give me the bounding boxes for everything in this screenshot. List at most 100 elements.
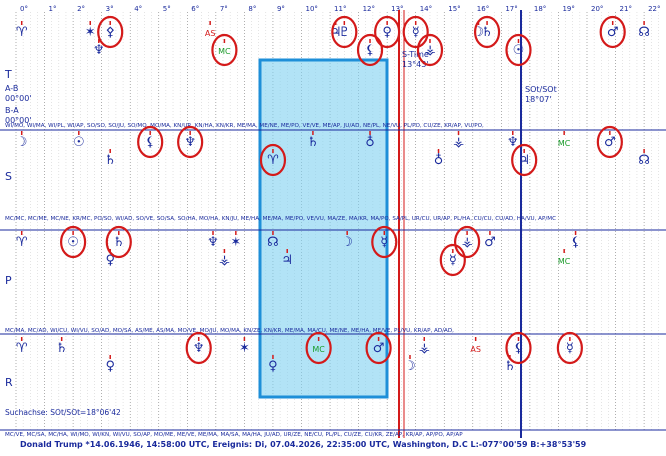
planet-glyph-sun[interactable]: ☉: [73, 135, 85, 150]
planet-glyph-mc[interactable]: MC: [312, 345, 325, 354]
highlight-circle: [416, 33, 444, 67]
planet-glyph-hades[interactable]: ✶: [85, 25, 96, 40]
ab-label: A-B: [5, 84, 18, 93]
highlight-circle: [59, 225, 87, 259]
planet-glyph-saturn[interactable]: ♄: [113, 235, 125, 250]
footer-pairs: MC/VE, MC/SA, MC/HA, WI/MO, WI/KN, WI/VU…: [5, 432, 463, 438]
planet-glyph-moon[interactable]: ☽: [404, 359, 416, 374]
sot-value: 18°07': [525, 95, 552, 104]
planet-glyph-pluto[interactable]: ♇: [338, 25, 350, 40]
planet-glyph-mercury[interactable]: ☿: [449, 253, 457, 268]
planet-glyph-vulkanus[interactable]: ⚸: [571, 235, 581, 250]
planet-glyph-aries[interactable]: ♈: [16, 341, 28, 356]
planet-glyph-saturn[interactable]: ♄: [56, 341, 68, 356]
planet-glyph-moon[interactable]: ☽: [473, 25, 485, 40]
pair-row-s: MC/MC, MC/ME, MC/NE, KR/MC, PO/SO, WI/AD…: [5, 216, 556, 222]
highlight-circle: [137, 125, 164, 159]
planet-glyph-zeus[interactable]: ⚶: [419, 341, 430, 356]
planet-glyph-venus[interactable]: ♀: [105, 359, 115, 374]
planet-glyph-neptune[interactable]: ♆: [193, 341, 205, 356]
degree-tick-label: 2°: [77, 5, 85, 13]
planet-glyph-neptune[interactable]: ♆: [93, 43, 105, 58]
planet-glyph-as[interactable]: AS: [470, 345, 481, 354]
planet-glyph-neptune[interactable]: ♆: [207, 235, 219, 250]
section-label-t: T: [4, 68, 12, 81]
planet-glyph-mc[interactable]: MC: [558, 257, 571, 266]
highlight-circle: [453, 225, 481, 259]
planet-glyph-jupiter[interactable]: ♃: [518, 153, 530, 168]
planet-glyph-neptune[interactable]: ♆: [507, 135, 519, 150]
planet-glyph-venus[interactable]: ♀: [268, 359, 278, 374]
planet-glyph-venus[interactable]: ♀: [105, 253, 115, 268]
pair-row-t: WI/MO, WI/MA, WI/PL, WI/AP, SO/SO, SO/JU…: [5, 123, 484, 129]
planet-glyph-node[interactable]: ☊: [638, 25, 650, 40]
degree-tick-label: 9°: [277, 5, 285, 13]
planet-glyph-vulkanus[interactable]: ⚸: [145, 135, 155, 150]
degree-tick-label: 6°: [191, 5, 199, 13]
planet-glyph-zeus[interactable]: ⚶: [424, 43, 435, 58]
degree-tick-label: 7°: [220, 5, 228, 13]
planet-glyph-aries[interactable]: ♈: [16, 235, 28, 250]
degree-tick-label: 3°: [106, 5, 114, 13]
planet-glyph-saturn[interactable]: ♄: [104, 153, 116, 168]
highlight-circle: [185, 331, 212, 365]
planet-glyph-saturn[interactable]: ♄: [481, 25, 493, 40]
planet-glyph-mercury[interactable]: ☿: [412, 25, 420, 40]
highlight-circle: [97, 15, 124, 49]
planet-glyph-zeus[interactable]: ⚶: [453, 135, 464, 150]
degree-tick-label: 20°: [591, 5, 603, 13]
stime-value: 13°43': [402, 60, 429, 69]
sot-label: SOt/SOt: [525, 85, 557, 94]
planet-glyph-zeus[interactable]: ⚶: [462, 235, 473, 250]
planet-glyph-aries[interactable]: ♈: [267, 153, 279, 168]
planet-glyph-mercury[interactable]: ☿: [380, 235, 388, 250]
planet-glyph-cupido[interactable]: ♁: [434, 153, 444, 168]
planet-glyph-saturn[interactable]: ♄: [307, 135, 319, 150]
planet-glyph-hades[interactable]: ✶: [230, 235, 241, 250]
stime-label: S-Time: [402, 50, 429, 59]
ba-value: 00°00': [5, 116, 32, 125]
highlight-circle: [505, 33, 532, 67]
planet-glyph-saturn[interactable]: ♄: [504, 359, 516, 374]
planet-glyph-as[interactable]: AS: [205, 29, 216, 38]
degree-tick-label: 11°: [334, 5, 346, 13]
planet-glyph-sun[interactable]: ☉: [513, 43, 525, 58]
planet-glyph-mc[interactable]: MC: [218, 47, 231, 56]
planet-glyph-poseidon[interactable]: ⚴: [105, 25, 115, 40]
planet-glyph-jupiter[interactable]: ♃: [281, 253, 293, 268]
planet-glyph-zeus[interactable]: ⚶: [219, 253, 230, 268]
planet-glyph-aries[interactable]: ♈: [16, 25, 28, 40]
planet-glyph-jupiter[interactable]: ♃: [330, 25, 342, 40]
planet-glyph-vulkanus[interactable]: ⚸: [365, 43, 375, 58]
degree-scale: 0° 1° 2° 3° 4° 5° 6° 7° 8° 9° 10° 11° 12° 13° 14° 15° 16…: [20, 5, 661, 13]
planet-glyph-mars[interactable]: ♂: [484, 235, 496, 250]
planet-glyph-moon[interactable]: ☽: [341, 235, 353, 250]
highlight-region[interactable]: [258, 58, 389, 399]
degree-tick-label: 17°: [505, 5, 517, 13]
planet-glyph-cupido[interactable]: ♁: [365, 135, 375, 150]
planet-glyph-venus[interactable]: ♀: [382, 25, 392, 40]
planet-glyph-mc[interactable]: MC: [558, 139, 571, 148]
highlight-circle: [556, 331, 583, 365]
degree-tick-label: 1°: [49, 5, 57, 13]
section-label-r: R: [5, 376, 13, 389]
planet-glyph-node[interactable]: ☊: [638, 153, 650, 168]
suchachse-label: Suchachse: SOt/SOt=18°06'42: [5, 408, 121, 417]
planet-glyph-neptune[interactable]: ♆: [184, 135, 196, 150]
planet-glyph-mercury[interactable]: ☿: [566, 341, 574, 356]
planet-glyph-sun[interactable]: ☉: [67, 235, 79, 250]
planet-glyph-mars[interactable]: ♂: [607, 25, 619, 40]
planet-glyph-moon[interactable]: ☽: [16, 135, 28, 150]
degree-tick-label: 19°: [562, 5, 574, 13]
planet-glyph-node[interactable]: ☊: [267, 235, 279, 250]
degree-tick-label: 8°: [248, 5, 256, 13]
planet-glyph-mars[interactable]: ♂: [604, 135, 616, 150]
highlight-circle: [331, 15, 358, 49]
planet-glyph-mars[interactable]: ♂: [373, 341, 385, 356]
degree-tick-label: 16°: [477, 5, 489, 13]
planet-glyph-vulkanus[interactable]: ⚸: [514, 341, 524, 356]
planet-glyph-hades[interactable]: ✶: [239, 341, 250, 356]
highlight-circle: [511, 143, 538, 177]
degree-tick-label: 18°: [534, 5, 546, 13]
